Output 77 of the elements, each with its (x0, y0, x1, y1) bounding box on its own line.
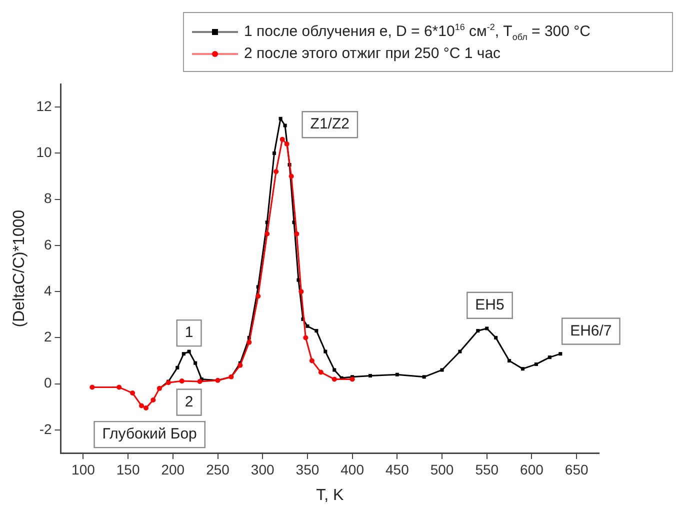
y-tick-label: 2 (44, 328, 52, 345)
x-axis-title: T, K (316, 486, 344, 504)
x-tick-label: 200 (161, 461, 185, 478)
legend-label: 1 после облучения e, D = 6*10$^{16}$ см$^{-2}$, T$_{обл}$ = 300 °C (244, 22, 590, 42)
y-tick-label: 8 (44, 190, 52, 206)
point (116, 384, 122, 390)
point (440, 368, 444, 372)
point (520, 367, 525, 371)
point (283, 124, 287, 128)
point (90, 384, 95, 390)
x-tick-label: 650 (564, 461, 588, 478)
point (150, 397, 156, 402)
point (256, 294, 261, 299)
point (238, 362, 243, 368)
point (280, 136, 285, 142)
x-tick-label: 600 (520, 461, 544, 478)
annotation: Глубокий Бор (102, 426, 197, 443)
point (508, 358, 512, 363)
point (494, 336, 498, 340)
point (187, 350, 191, 354)
point (314, 329, 318, 333)
y-tick-label: 0 (44, 374, 52, 391)
y-tick-label: 10 (36, 144, 52, 160)
annotation: Z1/Z2 (310, 116, 350, 133)
x-tick-label: 350 (296, 461, 320, 478)
point (548, 356, 552, 360)
x-tick-label: 150 (116, 461, 140, 478)
point (130, 390, 136, 396)
point (264, 231, 270, 236)
point (318, 370, 324, 375)
point (324, 350, 328, 354)
point (143, 406, 148, 411)
point (246, 340, 252, 345)
annotation: 2 (184, 393, 194, 410)
point (294, 231, 300, 236)
y-tick-label: -2 (39, 420, 52, 437)
point (485, 326, 489, 330)
point (272, 151, 276, 155)
annotation: 1 (184, 324, 194, 342)
point (278, 116, 282, 120)
point (274, 169, 279, 174)
point (194, 361, 198, 365)
point (288, 174, 294, 179)
point (332, 376, 337, 382)
point (139, 403, 144, 408)
x-tick-label: 100 (72, 461, 96, 478)
y-tick-label: 4 (44, 282, 52, 298)
x-tick-label: 250 (206, 461, 230, 478)
point (179, 378, 184, 384)
point (534, 362, 538, 366)
point (368, 374, 372, 378)
y-tick-label: 6 (44, 236, 52, 252)
x-tick-label: 300 (250, 461, 274, 478)
point (558, 352, 562, 356)
point (395, 372, 399, 376)
x-tick-label: 450 (385, 461, 410, 478)
y-axis-title: (DeltaC/C)*1000 (11, 210, 28, 328)
point (298, 289, 304, 294)
y-tick-label: 12 (36, 98, 52, 114)
point (332, 368, 336, 372)
point (176, 366, 180, 370)
point (458, 350, 462, 354)
point (182, 352, 186, 356)
x-tick-label: 500 (430, 461, 454, 478)
legend-label: 2 после этого отжиг при 250 °C 1 час (244, 45, 501, 62)
point (476, 329, 480, 333)
point (350, 376, 355, 382)
point (197, 379, 202, 384)
point (303, 335, 308, 340)
annotation: EH6/7 (570, 322, 612, 340)
point (422, 375, 426, 379)
point (306, 324, 310, 328)
x-tick-label: 550 (475, 461, 499, 478)
x-tick-label: 400 (340, 461, 364, 478)
point (284, 141, 290, 146)
point (309, 358, 314, 364)
annotation: EH5 (475, 296, 504, 314)
